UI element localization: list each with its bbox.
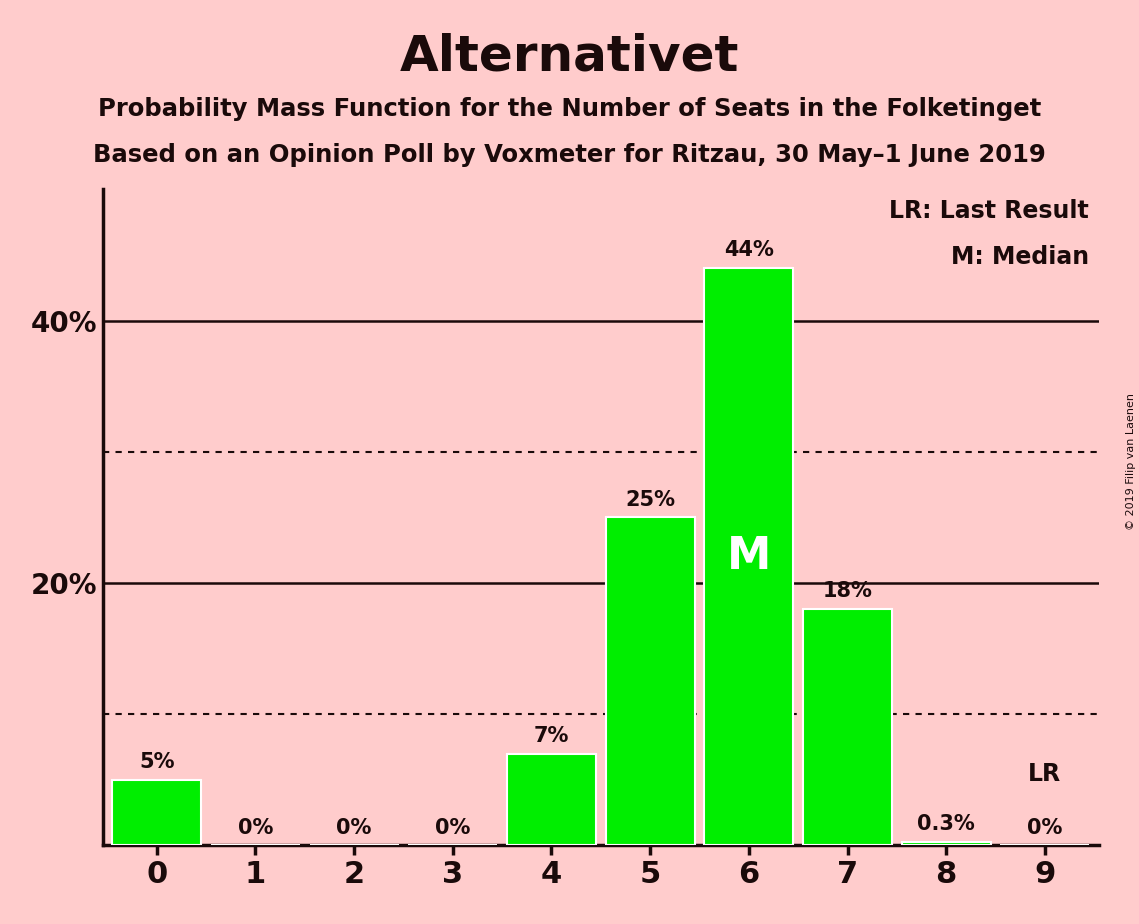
Text: 0%: 0%	[435, 818, 470, 837]
Text: LR: LR	[1029, 762, 1062, 786]
Text: 0%: 0%	[336, 818, 371, 837]
Text: M: M	[727, 535, 771, 578]
Bar	[704, 268, 793, 845]
Text: © 2019 Filip van Laenen: © 2019 Filip van Laenen	[1125, 394, 1136, 530]
Bar	[507, 754, 596, 845]
Text: Based on an Opinion Poll by Voxmeter for Ritzau, 30 May–1 June 2019: Based on an Opinion Poll by Voxmeter for…	[93, 143, 1046, 167]
Text: 0%: 0%	[238, 818, 273, 837]
Bar	[902, 842, 991, 845]
Text: 44%: 44%	[724, 240, 773, 261]
Text: 0.3%: 0.3%	[917, 814, 975, 833]
Text: 5%: 5%	[139, 752, 174, 772]
Text: Alternativet: Alternativet	[400, 32, 739, 80]
Text: 25%: 25%	[625, 490, 675, 509]
Text: 18%: 18%	[822, 581, 872, 602]
Text: 7%: 7%	[534, 725, 570, 746]
Bar	[803, 609, 892, 845]
Bar	[606, 517, 695, 845]
Text: M: Median: M: Median	[951, 245, 1089, 269]
Text: LR: Last Result: LR: Last Result	[890, 200, 1089, 224]
Text: 0%: 0%	[1027, 818, 1063, 837]
Bar	[113, 780, 202, 845]
Text: Probability Mass Function for the Number of Seats in the Folketinget: Probability Mass Function for the Number…	[98, 97, 1041, 121]
